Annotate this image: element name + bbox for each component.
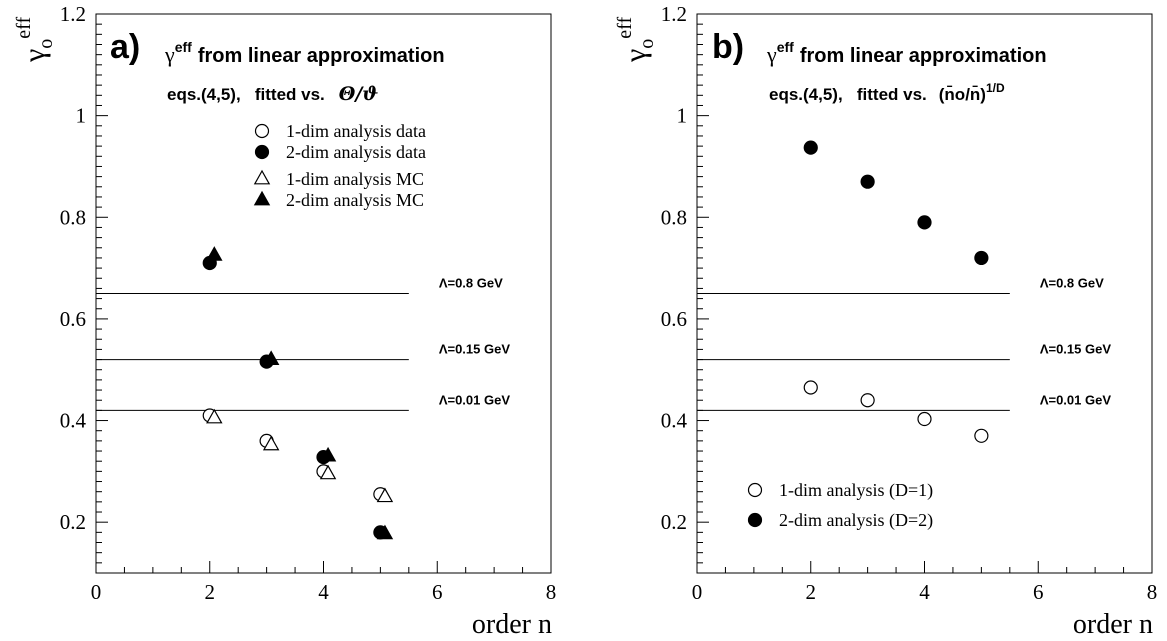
data-point bbox=[917, 411, 932, 427]
y-tick-label: 1 bbox=[677, 104, 688, 128]
panel-b-ticks: 0.2 0.4 0.6 0.8 1 1.2 0 2 4 6 8 bbox=[661, 2, 1158, 604]
y-tick-label: 0.2 bbox=[60, 510, 86, 534]
data-point bbox=[917, 215, 932, 230]
panel-a-letter: a) bbox=[110, 28, 140, 66]
panel-b-ylabel: γoeff bbox=[614, 17, 658, 63]
data-point bbox=[376, 524, 394, 540]
data-point bbox=[860, 393, 875, 408]
reference-line-label: Λ=0.01 GeV bbox=[439, 392, 511, 407]
legend-marker bbox=[253, 190, 271, 206]
panel-b-title-sup: eff bbox=[777, 39, 794, 55]
y-tick-label: 1.2 bbox=[60, 2, 86, 26]
reference-line-label: Λ=0.8 GeV bbox=[1040, 276, 1104, 291]
panel-b-subtitle-sup: 1/D bbox=[986, 81, 1005, 95]
y-tick-label: 0.6 bbox=[661, 307, 687, 331]
data-point bbox=[860, 174, 875, 189]
panel-b-title-text: from linear approximation bbox=[800, 45, 1047, 67]
data-point bbox=[803, 140, 818, 155]
panel-b-reflines: Λ=0.8 GeV Λ=0.15 GeV Λ=0.01 GeV bbox=[697, 276, 1111, 411]
data-point bbox=[376, 487, 394, 503]
data-point bbox=[262, 435, 280, 451]
data-point bbox=[319, 446, 337, 462]
panel-b-title: γeff from linear approximation bbox=[766, 39, 1047, 67]
ylabel-sub-b: o bbox=[636, 39, 658, 49]
panel-a-title-symbol: γ bbox=[164, 42, 175, 67]
panel-b-points bbox=[803, 140, 989, 443]
x-tick-label: 6 bbox=[432, 580, 443, 604]
ylabel-symbol-b: γ bbox=[619, 49, 652, 63]
ylabel-sup-b: eff bbox=[614, 17, 636, 39]
y-tick-label: 0.2 bbox=[661, 510, 687, 534]
legend-marker bbox=[254, 123, 270, 139]
data-point bbox=[803, 380, 818, 395]
legend-label: 2-dim analysis (D=2) bbox=[779, 510, 933, 531]
y-tick-label: 0.4 bbox=[60, 409, 87, 433]
svg-text:γoeff: γoeff bbox=[614, 17, 658, 63]
panel-b-subtitle-var: (n̄o/n̄) bbox=[939, 85, 986, 104]
panel-a-ylabel: γoeff bbox=[13, 17, 57, 63]
x-tick-label: 0 bbox=[91, 580, 102, 604]
data-point bbox=[262, 350, 280, 365]
panel-b-subtitle-prefix: eqs.(4,5), fitted vs. bbox=[769, 85, 927, 104]
x-tick-label: 4 bbox=[318, 580, 329, 604]
panel-a-title: γeff from linear approximation bbox=[164, 39, 445, 67]
panel-a-subtitle: eqs.(4,5), fitted vs. Θ/ϑ bbox=[167, 83, 378, 105]
legend-marker bbox=[747, 512, 763, 528]
legend-marker bbox=[254, 144, 270, 160]
x-tick-label: 0 bbox=[692, 580, 703, 604]
y-tick-label: 0.8 bbox=[661, 205, 687, 229]
reference-line-label: Λ=0.01 GeV bbox=[1040, 392, 1112, 407]
panel-b-xlabel: order n bbox=[1073, 609, 1153, 640]
y-tick-label: 0.6 bbox=[60, 307, 86, 331]
ylabel-symbol: γ bbox=[18, 49, 51, 63]
data-point bbox=[319, 464, 337, 480]
x-tick-label: 2 bbox=[205, 580, 216, 604]
legend-label: 2-dim analysis data bbox=[286, 142, 426, 162]
panel-b-title-symbol: γ bbox=[766, 42, 777, 67]
panel-a-xlabel: order n bbox=[472, 609, 552, 640]
y-tick-label: 0.4 bbox=[661, 409, 688, 433]
panel-a-reflines: Λ=0.8 GeV Λ=0.15 GeV Λ=0.01 GeV bbox=[96, 276, 510, 411]
panel-a-points bbox=[202, 246, 394, 540]
svg-text:γoeff: γoeff bbox=[13, 17, 57, 63]
legend-label: 1-dim analysis (D=1) bbox=[779, 480, 933, 501]
panel-a-subtitle-var: Θ/ϑ bbox=[339, 83, 379, 105]
y-tick-label: 1 bbox=[76, 104, 87, 128]
reference-line-label: Λ=0.8 GeV bbox=[439, 276, 503, 291]
reference-line-label: Λ=0.15 GeV bbox=[439, 342, 511, 357]
y-tick-label: 1.2 bbox=[661, 2, 687, 26]
data-point bbox=[206, 408, 223, 424]
legend-marker bbox=[747, 482, 763, 498]
data-point bbox=[206, 246, 223, 261]
panel-b-legend: 1-dim analysis (D=1) 2-dim analysis (D=2) bbox=[747, 480, 933, 531]
legend-label: 1-dim analysis data bbox=[286, 121, 426, 141]
data-point bbox=[974, 428, 989, 443]
ylabel-sub: o bbox=[35, 39, 57, 49]
panel-a-subtitle-prefix: eqs.(4,5), fitted vs. bbox=[167, 85, 325, 104]
panel-a-title-sup: eff bbox=[175, 39, 192, 55]
legend-marker bbox=[253, 169, 271, 185]
panel-b-letter: b) bbox=[712, 28, 744, 66]
reference-line-label: Λ=0.15 GeV bbox=[1040, 342, 1112, 357]
legend-label: 2-dim analysis MC bbox=[286, 190, 424, 210]
x-tick-label: 2 bbox=[806, 580, 817, 604]
x-tick-label: 4 bbox=[919, 580, 930, 604]
legend-label: 1-dim analysis MC bbox=[286, 169, 424, 189]
x-tick-label: 8 bbox=[1147, 580, 1158, 604]
data-point bbox=[974, 250, 989, 266]
y-tick-label: 0.8 bbox=[60, 205, 86, 229]
x-tick-label: 8 bbox=[546, 580, 557, 604]
panel-b-subtitle: eqs.(4,5), fitted vs. (n̄o/n̄)1/D bbox=[769, 81, 1005, 104]
ylabel-sup: eff bbox=[13, 17, 35, 39]
panel-a-ticks: 0.2 0.4 0.6 0.8 1 1.2 0 2 4 6 8 bbox=[60, 2, 557, 604]
panel-a-title-text: from linear approximation bbox=[198, 45, 445, 67]
x-tick-label: 6 bbox=[1033, 580, 1044, 604]
